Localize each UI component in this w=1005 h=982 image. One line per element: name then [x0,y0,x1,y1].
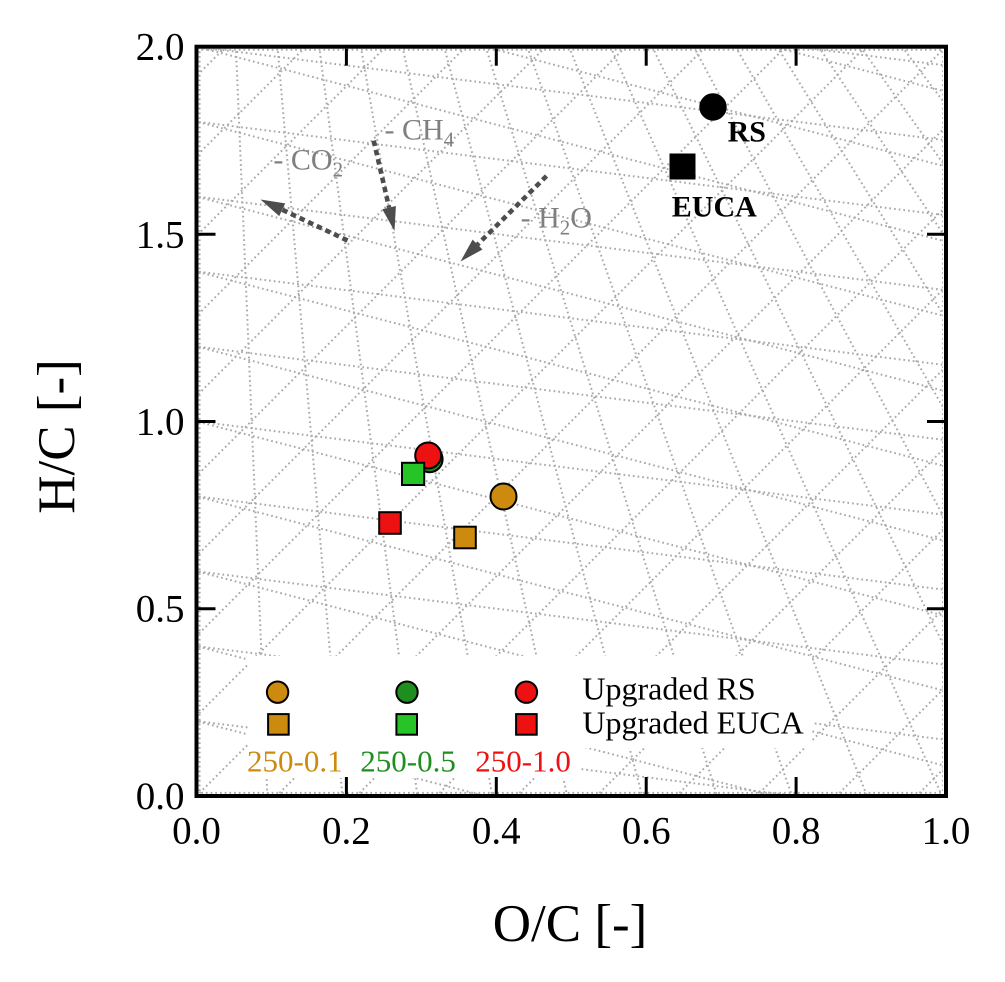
svg-text:0.4: 0.4 [472,810,521,853]
svg-text:1.5: 1.5 [136,213,185,256]
svg-text:- H2O: - H2O [521,202,592,240]
svg-text:2.0: 2.0 [136,26,185,69]
svg-text:RS: RS [728,116,766,149]
svg-text:0.6: 0.6 [622,810,671,853]
svg-text:250-1.0: 250-1.0 [475,744,571,779]
svg-text:- CH4: - CH4 [385,113,455,151]
svg-text:250-0.1: 250-0.1 [247,744,343,779]
svg-text:EUCA: EUCA [672,191,757,224]
svg-text:O/C [-]: O/C [-] [493,895,648,953]
svg-text:0.2: 0.2 [322,810,371,853]
svg-text:0.5: 0.5 [136,588,185,631]
svg-text:250-0.5: 250-0.5 [360,744,456,779]
svg-text:1.0: 1.0 [922,810,971,853]
svg-text:H/C [-]: H/C [-] [28,359,86,514]
svg-text:0.0: 0.0 [172,810,221,853]
svg-text:0.0: 0.0 [136,775,185,818]
svg-text:Upgraded RS: Upgraded RS [582,671,755,707]
svg-text:1.0: 1.0 [136,401,185,444]
svg-text:Upgraded EUCA: Upgraded EUCA [582,705,803,741]
svg-text:0.8: 0.8 [772,810,821,853]
svg-text:- CO2: - CO2 [273,143,343,181]
